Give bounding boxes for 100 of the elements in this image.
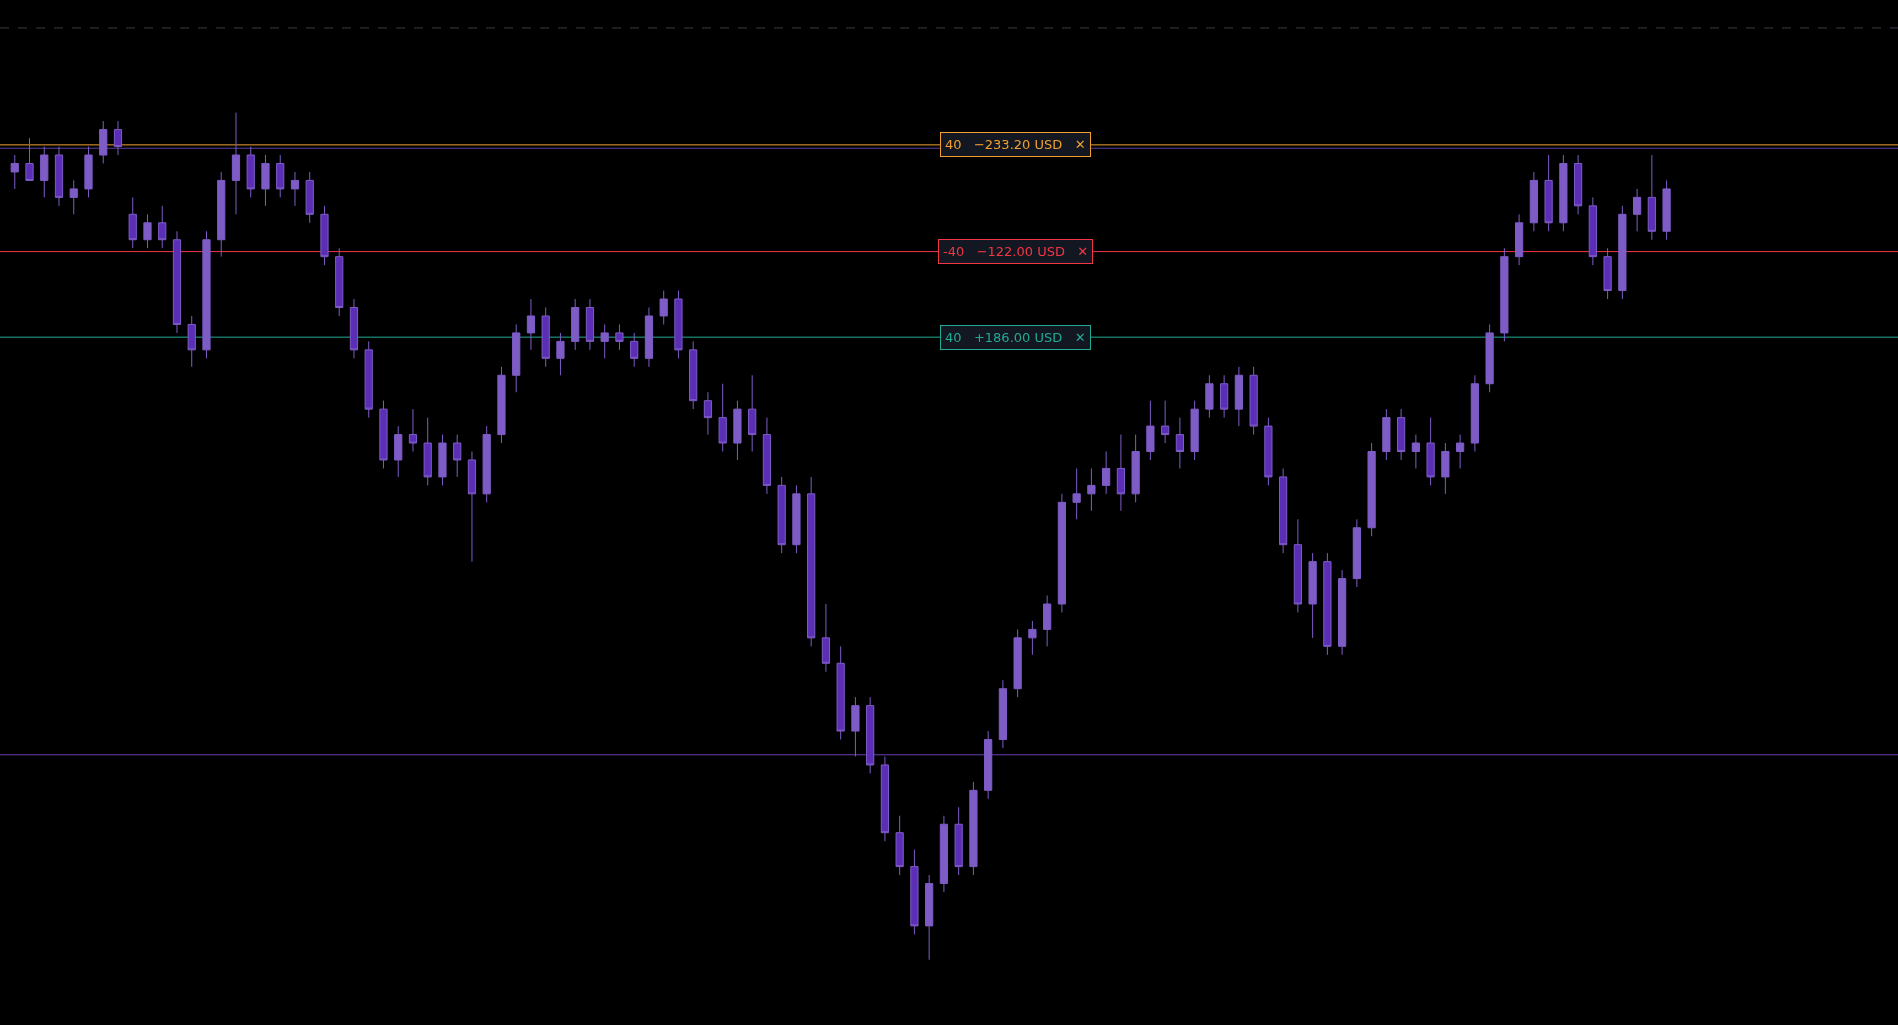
candlestick <box>1352 518 1361 588</box>
candlestick <box>1647 154 1656 241</box>
candlestick <box>453 434 462 478</box>
candlestick <box>1131 434 1140 503</box>
candlestick <box>40 146 49 198</box>
candlestick <box>925 874 934 961</box>
candlestick <box>571 298 580 351</box>
candlestick <box>497 366 506 444</box>
candlestick <box>1161 400 1170 444</box>
candlestick <box>1323 552 1332 656</box>
candlestick <box>556 332 565 376</box>
candlestick <box>1573 154 1583 215</box>
candlestick <box>158 205 167 249</box>
candlestick <box>1013 628 1022 698</box>
candlestick <box>1308 552 1317 639</box>
candlestick <box>984 730 993 800</box>
candlestick <box>408 408 418 453</box>
ref-line-label: -40 −122.00 USD ✕ <box>943 244 1089 259</box>
candlestick <box>1397 408 1406 461</box>
candlestick <box>438 434 447 486</box>
candlestick <box>1441 442 1450 495</box>
candlestick <box>1264 417 1273 486</box>
ref-line-label: 40 −233.20 USD ✕ <box>945 137 1086 152</box>
candlestick <box>689 340 698 410</box>
candlestick <box>482 425 491 503</box>
candlestick <box>939 815 949 893</box>
candlestick <box>1559 154 1568 232</box>
candlestick <box>1043 595 1052 647</box>
candlestick <box>895 815 904 876</box>
candlestick <box>1456 434 1465 469</box>
candlestick <box>748 374 757 453</box>
candlestick <box>807 476 816 647</box>
candlestick <box>1190 400 1199 461</box>
candlestick <box>1500 247 1509 342</box>
candlestick <box>585 298 595 351</box>
candlestick <box>792 484 801 554</box>
candlestick <box>394 425 403 478</box>
candlestick <box>1249 366 1258 436</box>
candlestick <box>1175 417 1184 469</box>
candlestick <box>25 137 34 181</box>
candlestick <box>305 171 314 224</box>
candlestick <box>290 171 300 207</box>
candlestick <box>1338 569 1347 656</box>
candlestick <box>1146 400 1155 461</box>
ref-line-label: 40 +186.00 USD ✕ <box>945 330 1086 345</box>
candlestick <box>777 476 786 554</box>
candlestick <box>1544 154 1553 232</box>
candlestick <box>851 696 860 757</box>
candlestick <box>969 781 978 876</box>
candlestick <box>1205 374 1214 419</box>
candlestick <box>1279 467 1288 554</box>
candlestick <box>659 290 668 325</box>
candlestick <box>1529 171 1538 232</box>
candlestick <box>231 112 241 215</box>
candlestick <box>762 417 772 495</box>
candlestick <box>1603 247 1612 300</box>
candlestick <box>364 340 373 419</box>
candlestick <box>1367 442 1376 537</box>
candlestick <box>998 679 1008 749</box>
candlestick <box>10 154 19 190</box>
candlestick <box>1382 408 1391 461</box>
candlestick <box>1102 451 1111 495</box>
candlestick <box>143 213 152 249</box>
candlestick <box>526 298 536 351</box>
candlestick <box>69 179 78 215</box>
candlestick <box>954 806 963 876</box>
candlestick <box>630 332 639 368</box>
candlestick <box>202 230 211 359</box>
candlestick <box>187 315 196 368</box>
candlestick <box>423 417 432 486</box>
candlestick <box>1662 179 1671 241</box>
candlestick <box>84 146 93 198</box>
candlestick <box>718 383 727 453</box>
candlestick <box>246 146 255 198</box>
candlestick <box>217 171 226 258</box>
candlestick <box>1411 434 1420 469</box>
candlestick <box>172 230 182 334</box>
candlestick <box>600 323 609 359</box>
candlestick <box>1057 493 1067 613</box>
candlestick <box>335 247 344 317</box>
candlestick <box>644 307 654 368</box>
candlestick <box>1116 434 1126 512</box>
candlestick <box>261 154 270 207</box>
candlestick <box>1470 374 1479 453</box>
candlestick <box>1485 323 1494 393</box>
candlestick <box>276 154 285 198</box>
candlestick <box>128 196 137 249</box>
candlestick <box>703 391 713 436</box>
candlestick <box>1514 213 1524 266</box>
candlestick <box>1072 467 1081 520</box>
candlestick <box>1588 196 1597 266</box>
candlestick <box>99 120 108 164</box>
candlestick <box>379 400 388 469</box>
candlestick <box>674 290 683 359</box>
candlestick <box>320 205 329 266</box>
candlestick <box>512 323 521 393</box>
candlestick <box>349 298 359 359</box>
candlestick <box>1426 417 1435 486</box>
candlestick <box>1234 366 1243 427</box>
candlestick <box>1220 374 1229 419</box>
